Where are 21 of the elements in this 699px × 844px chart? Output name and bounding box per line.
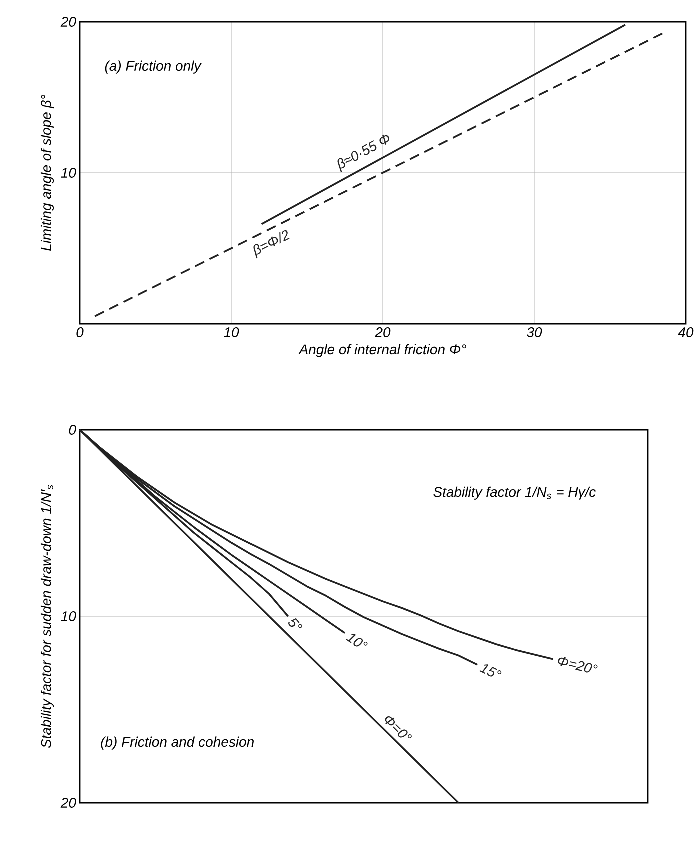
annotation: (a) Friction only bbox=[105, 60, 202, 74]
text: Φ=0° bbox=[385, 716, 412, 738]
x-tick-label: 10 bbox=[224, 328, 240, 338]
y-axis-title: Stability factor for sudden draw-down 1/N′$_{s}$ bbox=[40, 485, 54, 748]
y-axis-title: Limiting angle of slope β° bbox=[40, 94, 54, 251]
x-tick-label: 20 bbox=[375, 328, 391, 338]
text: 5° bbox=[288, 618, 302, 628]
text: 15° bbox=[480, 664, 502, 677]
text: Φ=20° bbox=[558, 657, 598, 673]
y-tick-label: 0 bbox=[69, 425, 76, 435]
y-tick-label: 10 bbox=[61, 168, 76, 178]
annotation: (b) Friction and cohesion bbox=[101, 736, 254, 750]
text: 10° bbox=[346, 634, 368, 647]
y-tick-label: 10 bbox=[61, 612, 76, 622]
x-tick-label: 0 bbox=[76, 328, 84, 338]
x-tick-label: 40 bbox=[678, 328, 694, 338]
y-tick-label: 20 bbox=[60, 798, 76, 808]
x-axis-title: Angle of internal friction Φ° bbox=[298, 344, 466, 358]
x-tick-label: 30 bbox=[527, 328, 542, 338]
annotation: Stability factor 1/N$_{s}$ = Hγ/c bbox=[434, 486, 596, 500]
y-tick-label: 20 bbox=[60, 17, 76, 27]
